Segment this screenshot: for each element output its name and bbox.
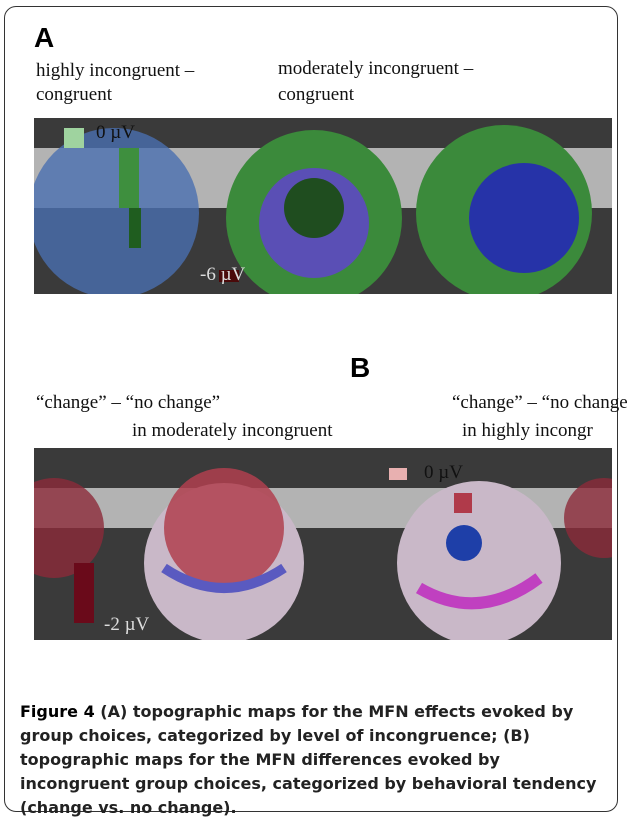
- scale-label: -6 µV: [200, 264, 245, 286]
- panel-label: A: [34, 22, 54, 54]
- column-heading: moderately incongruent –: [278, 58, 473, 80]
- column-heading: “change” – “no change”: [452, 392, 627, 414]
- column-heading: in highly incongr: [462, 420, 593, 442]
- topographic-maps-a: [34, 118, 612, 294]
- panel-label: B: [350, 352, 370, 384]
- column-heading: congruent: [278, 84, 354, 106]
- column-heading: in moderately incongruent: [132, 420, 333, 442]
- scale-label: 0 µV: [424, 462, 463, 484]
- column-heading: highly incongruent –: [36, 60, 194, 82]
- page: A highly incongruent – congruent moderat…: [0, 0, 627, 822]
- column-heading: congruent: [36, 84, 112, 106]
- figure-caption: Figure 4 (A) topographic maps for the MF…: [20, 700, 610, 820]
- column-heading: “change” – “no change”: [36, 392, 220, 414]
- scale-label: -2 µV: [104, 614, 149, 636]
- caption-text: (A) topographic maps for the MFN effects…: [20, 702, 596, 817]
- topographic-maps-b: [34, 448, 612, 640]
- scale-label: 0 µV: [96, 122, 135, 144]
- caption-label: Figure 4: [20, 702, 95, 721]
